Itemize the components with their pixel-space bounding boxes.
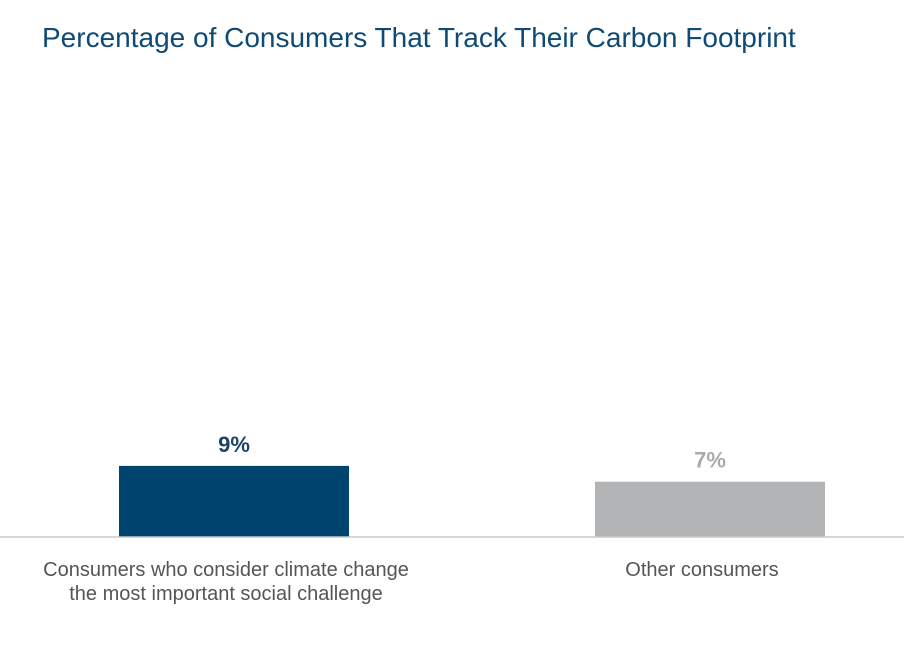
bar-2 xyxy=(595,481,825,537)
chart-title: Percentage of Consumers That Track Their… xyxy=(42,22,796,53)
value-label-1: 9% xyxy=(218,432,250,457)
category-label-2-line-1: Other consumers xyxy=(625,559,778,581)
bars-layer xyxy=(119,465,825,537)
labels-layer: 9% Consumers who consider climate changet… xyxy=(43,432,779,605)
bar-1 xyxy=(119,465,349,537)
category-label-1-line-2: the most important social challenge xyxy=(69,583,383,605)
value-label-2: 7% xyxy=(694,448,726,473)
category-label-1-line-1: Consumers who consider climate change xyxy=(43,559,409,581)
